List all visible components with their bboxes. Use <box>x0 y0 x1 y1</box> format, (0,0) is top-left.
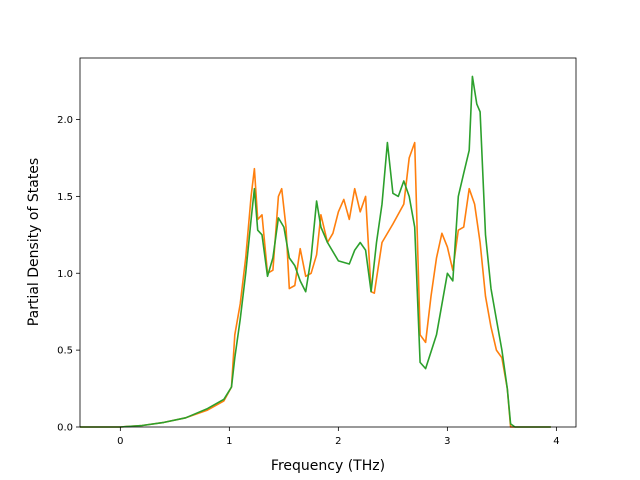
x-tick-label: 1 <box>226 436 232 447</box>
y-axis-label: Partial Density of States <box>26 158 42 326</box>
y-tick-label: 1.5 <box>57 192 73 203</box>
x-axis-ticks: 0 1 2 3 4 <box>117 427 560 447</box>
series-lines <box>80 75 551 428</box>
y-tick-label: 2.0 <box>57 115 73 126</box>
plot-frame <box>79 57 577 428</box>
x-axis-label: Frequency (THz) <box>271 458 385 474</box>
y-tick-label: 0.5 <box>57 346 73 357</box>
series-line-1 <box>80 141 551 428</box>
y-tick-label: 0.0 <box>57 423 73 434</box>
x-tick-label: 0 <box>117 436 123 447</box>
x-tick-label: 3 <box>444 436 450 447</box>
y-axis-ticks: 0.0 0.5 1.0 1.5 2.0 <box>57 115 80 434</box>
y-tick-label: 1.0 <box>57 269 73 280</box>
series-line-2 <box>80 75 551 428</box>
x-tick-label: 2 <box>335 436 341 447</box>
x-tick-label: 4 <box>553 436 559 447</box>
